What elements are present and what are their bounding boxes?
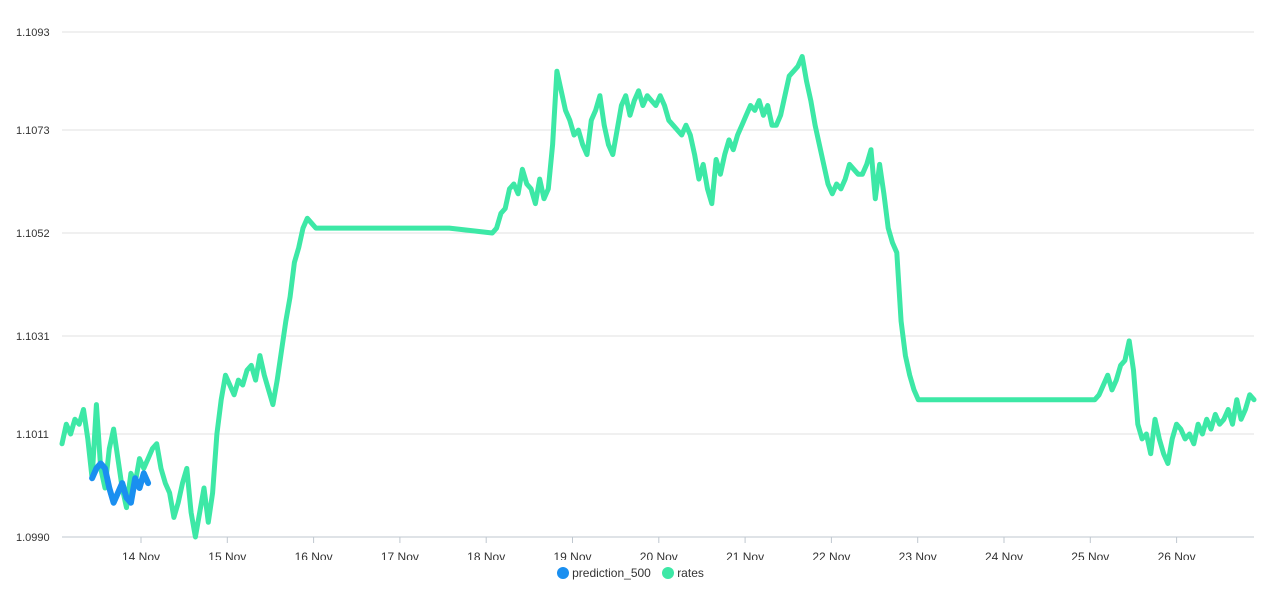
y-axis-ticks: 1.1093 1.1073 1.1052 1.1031 1.1011 1.0990 [16, 27, 50, 544]
y-tick-label: 1.1011 [16, 429, 49, 441]
y-tick-label: 1.1052 [16, 228, 50, 240]
x-tick-label: 22 Nov [812, 550, 850, 560]
series-line-prediction-500[interactable] [89, 460, 152, 506]
series-lines [59, 54, 1257, 540]
x-tick-label: 15 Nov [208, 550, 246, 560]
x-tick-label: 23 Nov [899, 550, 937, 560]
series-line-rates[interactable] [59, 54, 1257, 540]
legend-label-prediction-500: prediction_500 [572, 566, 651, 580]
y-tick-label: 1.1093 [16, 27, 50, 39]
x-tick-label: 20 Nov [640, 550, 678, 560]
y-tick-label: 1.1031 [16, 331, 50, 343]
legend: prediction_500 rates [0, 566, 1261, 582]
legend-marker-prediction-500 [557, 567, 570, 579]
legend-marker-rates [662, 567, 675, 579]
x-tick-label: 26 Nov [1158, 550, 1196, 560]
x-tick-label: 24 Nov [985, 550, 1023, 560]
legend-item-prediction-500[interactable]: prediction_500 [557, 566, 651, 580]
gridlines [62, 31, 1254, 538]
x-tick-label: 16 Nov [295, 550, 333, 560]
y-tick-label: 1.1073 [16, 125, 50, 137]
x-tick-label: 18 Nov [467, 550, 505, 560]
x-tick-label: 14 Nov [122, 550, 160, 560]
legend-item-rates[interactable]: rates [662, 566, 704, 580]
line-chart: 1.1093 1.1073 1.1052 1.1031 1.1011 1.0990 14 … [16, 27, 1257, 560]
x-tick-label: 17 Nov [381, 550, 419, 560]
legend-label-rates: rates [677, 566, 704, 580]
y-tick-label: 1.0990 [16, 532, 50, 544]
x-tick-label: 25 Nov [1071, 550, 1109, 560]
x-tick-label: 21 Nov [726, 550, 764, 560]
x-axis: 14 Nov 15 Nov 16 Nov 17 Nov 18 Nov 19 Nov 20 N… [122, 537, 1196, 560]
x-tick-label: 19 Nov [553, 550, 591, 560]
